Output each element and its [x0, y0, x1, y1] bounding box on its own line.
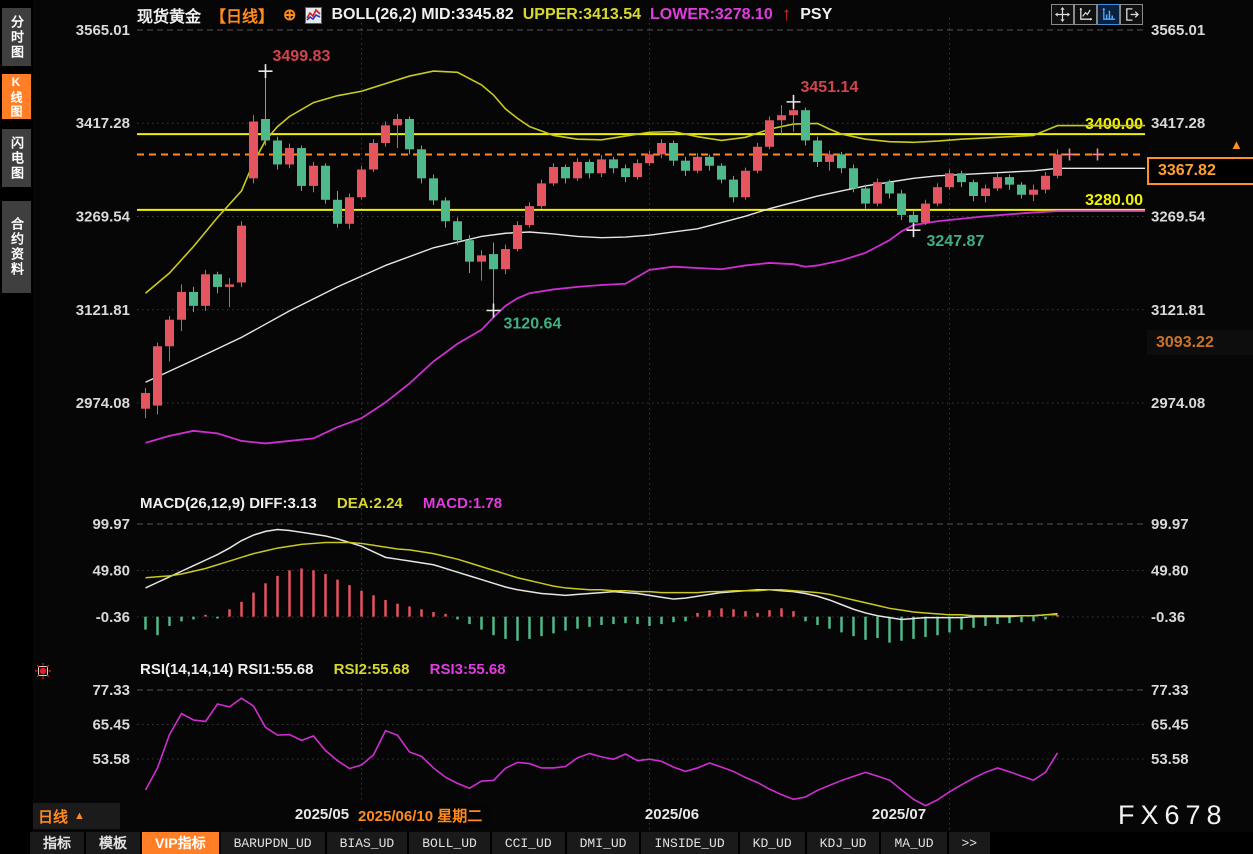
y-tick-label: 3269.54: [1151, 209, 1206, 226]
y-tick-label: 77.33: [92, 682, 130, 699]
y-tick-label: 53.58: [1151, 751, 1189, 768]
y-tick-label: 3417.28: [1151, 115, 1205, 132]
y-tick-label: 53.58: [92, 751, 130, 768]
candlesticks: [141, 71, 1062, 419]
macd-grid: 99.97 99.97 49.80 49.80 -0.36 -0.36: [92, 516, 1188, 626]
macd-dea-value: DEA:2.24: [336, 495, 403, 512]
macd-dea-line: [145, 541, 1058, 617]
tab-模板[interactable]: 模板: [86, 832, 140, 854]
tab-VIP指标[interactable]: VIP指标: [142, 832, 219, 854]
rsi-header: RSI(14,14,14) RSI1:55.68 RSI2:55.68 RSI3…: [140, 661, 522, 678]
macd-diff-value: MACD(26,12,9) DIFF:3.13: [140, 495, 317, 512]
boll-upper-value: UPPER:3413.54: [522, 6, 642, 23]
y-tick-label: 2974.08: [76, 395, 130, 412]
symbol-name: 现货黄金: [137, 9, 202, 26]
tab-BARUPDN_UD[interactable]: BARUPDN_UD: [220, 832, 325, 854]
period-selector[interactable]: 日线 ▲: [33, 803, 120, 829]
price-annotations: 3499.83 3451.14 3120.64 3247.87: [258, 48, 1103, 332]
cursor-cross-icon: [1064, 148, 1075, 161]
sidebar-item-timeshare-chart[interactable]: 分时图: [2, 8, 31, 66]
y-tick-label: 3121.81: [76, 302, 130, 319]
sidebar-item-flash-chart[interactable]: 闪电图: [2, 129, 31, 187]
y-tick-label: 3565.01: [76, 22, 130, 39]
boll-lower-band: [145, 210, 1145, 445]
y-tick-label: 3121.81: [1151, 302, 1205, 319]
chart-mode-button[interactable]: [1097, 4, 1120, 25]
chevron-up-icon: ▲: [74, 810, 85, 822]
y-tick-label: 3417.28: [76, 115, 130, 132]
period-tag[interactable]: 【日线】: [210, 9, 275, 26]
horizontal-price-lines: 3400.00 3280.00: [137, 116, 1145, 211]
boll-mid-band: [145, 167, 1145, 383]
y-tick-label: 77.33: [1151, 682, 1189, 699]
annotation-label: 3120.64: [504, 315, 562, 332]
rsi-grid: 77.33 77.33 65.45 65.45 53.58 53.58: [92, 682, 1188, 768]
y-tick-label: 2974.08: [1151, 395, 1205, 412]
alert-burst-icon: [34, 662, 52, 685]
tab-BIAS_UD[interactable]: BIAS_UD: [326, 832, 408, 854]
price-grid: 3565.01 3565.01 3417.28 3417.28 3269.54 3269.…: [76, 22, 1206, 412]
macd-header: MACD(26,12,9) DIFF:3.13 DEA:2.24 MACD:1.…: [140, 495, 518, 512]
cursor-cross-icon: [1092, 148, 1103, 161]
sidebar-item-kline-chart[interactable]: K线图: [2, 74, 31, 119]
macd-histogram: [144, 568, 1059, 643]
annotation-label: 3499.83: [273, 48, 331, 65]
y-tick-label: 99.97: [92, 516, 130, 533]
y-tick-label: -0.36: [96, 609, 130, 626]
tab-BOLL_UD[interactable]: BOLL_UD: [409, 832, 490, 854]
last-price-box: 3367.82: [1147, 157, 1253, 185]
highlighted-date-label: 2025/06/10 星期二: [349, 803, 492, 828]
rsi-line: [144, 697, 1059, 807]
tab-KD_UD[interactable]: KD_UD: [739, 832, 805, 854]
indicator-chart-icon: [305, 6, 323, 24]
x-gridlines: [361, 18, 950, 830]
sidebar-item-contract-info[interactable]: 合约资料: [2, 201, 31, 293]
annotation-label: 3451.14: [801, 79, 859, 96]
tab-MA_UD[interactable]: MA_UD: [881, 832, 947, 854]
y-tick-label: 3269.54: [76, 209, 131, 226]
indicator-tab-bar: 指标 模板 VIP指标 BARUPDN_UD BIAS_UD BOLL_UD CCI_UD D…: [30, 832, 1253, 854]
axis-scale-button[interactable]: [1074, 4, 1097, 25]
annotation-label: 3247.87: [927, 233, 985, 250]
price-marker-arrow-icon: ▲: [1230, 137, 1243, 152]
tab-DMI_UD[interactable]: DMI_UD: [566, 832, 640, 854]
rsi3-value: RSI3:55.68: [429, 661, 506, 678]
rsi1-value: RSI(14,14,14) RSI1:55.68: [140, 661, 314, 678]
tab-指标[interactable]: 指标: [30, 832, 84, 854]
y-tick-label: 49.80: [92, 563, 130, 580]
y-tick-label: 65.45: [1151, 717, 1189, 734]
psy-label: PSY: [800, 6, 833, 23]
y-tick-label: -0.36: [1151, 609, 1185, 626]
tab-KDJ_UD[interactable]: KDJ_UD: [806, 832, 880, 854]
price-level-label: 3280.00: [1085, 192, 1143, 209]
tab->>[interactable]: >>: [948, 832, 991, 854]
y-tick-label: 3565.01: [1151, 22, 1205, 39]
boll-mid-value: BOLL(26,2) MID:3345.82: [331, 6, 514, 23]
period-label: 日线: [38, 808, 69, 826]
chart-header: 现货黄金 【日线】 ⊕ BOLL(26,2) MID:3345.82 UPPER…: [137, 3, 832, 27]
macd-diff-line: [145, 528, 1058, 621]
watermark: FX678: [1118, 800, 1228, 830]
macd-value: MACD:1.78: [422, 495, 503, 512]
trend-up-icon: ↑: [781, 4, 792, 25]
price-level-label: 3400.00: [1085, 116, 1143, 133]
expand-icon[interactable]: ⊕: [283, 7, 297, 24]
y-tick-label: 49.80: [1151, 563, 1189, 580]
rsi2-value: RSI2:55.68: [333, 661, 410, 678]
x-axis-date: 2025/07: [871, 806, 927, 823]
tab-INSIDE_UD[interactable]: INSIDE_UD: [641, 832, 738, 854]
exit-fullscreen-button[interactable]: [1120, 4, 1143, 25]
boll-upper-band: [144, 70, 1145, 294]
y-tick-label: 99.97: [1151, 516, 1189, 533]
x-axis-date: 2025/05: [294, 806, 350, 823]
sidebar: 分时图 K线图 闪电图 合约资料: [0, 0, 33, 854]
pan-tool-button[interactable]: [1051, 4, 1074, 25]
x-axis-date: 2025/06: [644, 806, 700, 823]
tab-CCI_UD[interactable]: CCI_UD: [491, 832, 565, 854]
level-price-box: 3093.22: [1147, 330, 1253, 355]
boll-lower-value: LOWER:3278.10: [650, 6, 773, 23]
y-tick-label: 65.45: [92, 717, 130, 734]
